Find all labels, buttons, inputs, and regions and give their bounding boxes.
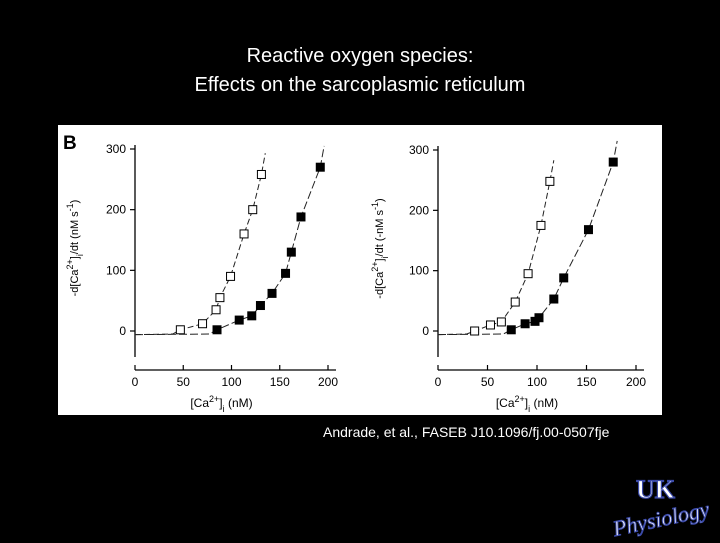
- chart1-filled-square-point: [212, 325, 222, 335]
- chart1-y-tick-label: 200: [106, 203, 126, 217]
- chart1-y-tick-label: 0: [119, 324, 126, 338]
- chart2-y-tick-label: 300: [409, 143, 429, 157]
- logo-icon: UK Physiology: [609, 474, 712, 541]
- chart2-open-square-point: [470, 326, 480, 336]
- slide-title-line2: Effects on the sarcoplasmic reticulum: [194, 74, 526, 96]
- uk-physiology-logo: UK Physiology: [606, 472, 718, 541]
- citation-text: Andrade, et al., FASEB J10.1096/fj.00-05…: [323, 424, 610, 440]
- chart2-y-tick-label: 200: [409, 203, 429, 217]
- chart2-x-tick-label: 50: [481, 375, 495, 389]
- chart2-filled-square-point: [549, 294, 559, 304]
- chart2-y-tick-label: 100: [409, 264, 429, 278]
- chart2-y-label: -d[Ca2+]i/dt (-nM s-1): [370, 198, 390, 298]
- chart1-y-label: -d[Ca2+]i/dt (nM s-1): [65, 200, 85, 297]
- figure-svg: B 0 100 200 300 0 50 100 150 200 [Ca2+]i (nM) -d[C…: [63, 133, 646, 414]
- chart2-filled-square-point: [520, 319, 530, 329]
- chart1-y-tick-label: 300: [106, 142, 126, 156]
- chart1-filled-square-point: [315, 162, 325, 172]
- chart1-filled-square-point: [267, 288, 277, 298]
- chart1-x-tick-label: 100: [221, 375, 241, 389]
- chart1-fit-curve-2: [134, 145, 325, 336]
- chart2-filled-square-point: [534, 313, 544, 323]
- chart1-x-label: [Ca2+]i (nM): [190, 394, 252, 414]
- chart2-x-tick-label: 100: [527, 375, 547, 389]
- chart2-fit-curve-2: [437, 140, 618, 336]
- chart2-open-square-point: [536, 220, 546, 230]
- chart1-filled-square-point: [296, 212, 306, 222]
- figure-panel: B 0 100 200 300 0 50 100 150 200 [Ca2+]i (nM) -d[C…: [58, 125, 662, 415]
- chart2-filled-square-point: [583, 225, 593, 235]
- chart2-open-square-point: [545, 176, 555, 186]
- chart2-x-tick-label: 0: [435, 375, 442, 389]
- chart2-fit-curve-1: [437, 160, 555, 336]
- chart1-filled-square-point: [255, 301, 265, 311]
- chart1-fit-curve-1: [134, 153, 266, 336]
- chart1-open-square-point: [211, 305, 221, 315]
- chart1-open-square-point: [239, 229, 249, 239]
- chart1-x-tick-label: 0: [132, 375, 139, 389]
- chart1-filled-square-point: [281, 268, 291, 278]
- logo-uk-text: UK: [636, 475, 676, 504]
- chart1-open-square-point: [175, 325, 185, 335]
- chart1-filled-square-point: [234, 315, 244, 325]
- chart1-open-square-point: [256, 169, 266, 179]
- chart1-open-square-point: [226, 271, 236, 281]
- chart1-x-tick-label: 200: [318, 375, 338, 389]
- chart2-open-square-point: [496, 317, 506, 327]
- chart2-filled-square-point: [559, 273, 569, 283]
- chart1-open-square-point: [198, 319, 208, 329]
- chart1-filled-square-point: [247, 311, 257, 321]
- chart2-filled-square-point: [506, 325, 516, 335]
- slide-title-line1: Reactive oxygen species:: [246, 45, 474, 67]
- chart1-filled-square-point: [286, 247, 296, 257]
- chart1-x-tick-label: 150: [270, 375, 290, 389]
- panel-label: B: [63, 133, 77, 154]
- chart1-x-tick-label: 50: [177, 375, 191, 389]
- chart1-open-square-point: [248, 205, 258, 215]
- chart2-x-tick-label: 200: [626, 375, 646, 389]
- chart2-open-square-point: [485, 320, 495, 330]
- chart2-open-square-point: [510, 297, 520, 307]
- chart2-y-tick-label: 0: [422, 324, 429, 338]
- chart2-open-square-point: [523, 269, 533, 279]
- chart1-open-square-point: [215, 293, 225, 303]
- chart2-filled-square-point: [608, 157, 618, 167]
- chart2-x-tick-label: 150: [576, 375, 596, 389]
- chart2-x-label: [Ca2+]i (nM): [496, 394, 558, 414]
- chart1-y-tick-label: 100: [106, 263, 126, 277]
